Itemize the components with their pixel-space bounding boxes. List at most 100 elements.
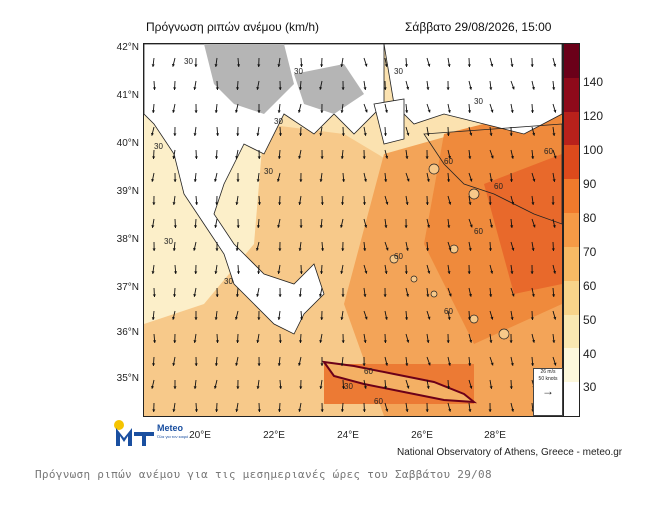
wind-arrow-head bbox=[468, 202, 472, 205]
wind-arrow-head bbox=[510, 271, 514, 274]
wind-arrow-head bbox=[150, 132, 154, 136]
contour-label: 30 bbox=[264, 167, 273, 176]
wind-arrow-head bbox=[173, 340, 177, 343]
reference-vector-box: 26 m/s 50 knots → bbox=[533, 368, 563, 416]
wind-arrow-head bbox=[172, 363, 176, 366]
wind-arrow-head bbox=[362, 409, 366, 412]
wind-arrow-head bbox=[341, 294, 345, 297]
wind-arrow-head bbox=[364, 109, 368, 113]
mountain-area-2 bbox=[294, 64, 364, 114]
wind-arrow-head bbox=[426, 87, 430, 90]
wind-arrow-head bbox=[447, 109, 451, 113]
wind-arrow-head bbox=[489, 224, 493, 228]
legend-swatch bbox=[564, 77, 579, 113]
wind-arrow-head bbox=[552, 340, 556, 343]
wind-arrow-head bbox=[488, 202, 492, 205]
wind-arrow-head bbox=[553, 270, 557, 274]
forecast-datetime: Σάββατο 29/08/2026, 15:00 bbox=[405, 20, 552, 34]
legend-swatch bbox=[564, 44, 579, 79]
wind-arrow-head bbox=[277, 156, 281, 159]
wind-arrow-head bbox=[257, 156, 261, 159]
wind-arrow-head bbox=[511, 293, 515, 297]
wind-arrow-head bbox=[340, 409, 344, 412]
wind-arrow-head bbox=[299, 133, 303, 136]
wind-arrow-head bbox=[384, 316, 388, 320]
wind-arrow-head bbox=[236, 386, 240, 389]
wind-arrow-head bbox=[468, 293, 472, 297]
wind-arrow-head bbox=[152, 87, 156, 90]
wind-arrow-head bbox=[364, 63, 368, 67]
wind-arrow-head bbox=[383, 87, 387, 90]
wind-arrow-head bbox=[321, 248, 325, 251]
wind-arrow-head bbox=[257, 317, 261, 320]
wind-arrow-head bbox=[299, 271, 303, 274]
wind-arrow-head bbox=[151, 110, 155, 113]
wind-arrow-head bbox=[319, 340, 323, 343]
wind-arrow-head bbox=[172, 156, 176, 159]
wind-arrow-head bbox=[172, 409, 176, 412]
wind-arrow-head bbox=[277, 224, 281, 228]
wind-arrow-head bbox=[215, 248, 219, 251]
wind-arrow-head bbox=[384, 271, 388, 274]
wind-arrow-head bbox=[173, 87, 177, 90]
wind-arrow-head bbox=[489, 294, 493, 297]
wind-arrow-head bbox=[173, 386, 177, 389]
wind-arrow-head bbox=[151, 385, 155, 389]
wind-arrow-head bbox=[215, 409, 219, 412]
contour-label: 30 bbox=[294, 67, 303, 76]
wind-arrow-head bbox=[194, 110, 198, 113]
wind-arrow-head bbox=[384, 225, 388, 228]
mountain-area bbox=[204, 44, 294, 114]
wind-arrow-head bbox=[510, 110, 514, 113]
wind-arrow-head bbox=[340, 110, 344, 113]
wind-arrow-head bbox=[298, 87, 302, 90]
wind-arrow-head bbox=[467, 271, 471, 274]
wind-arrow-head bbox=[447, 64, 451, 67]
wind-arrow-head bbox=[468, 156, 472, 159]
wind-arrow-head bbox=[447, 271, 451, 274]
legend-swatch bbox=[564, 314, 579, 349]
contour-label: 30 bbox=[184, 57, 193, 66]
wind-arrow-head bbox=[530, 110, 534, 113]
wind-arrow-head bbox=[234, 316, 238, 320]
wind-arrow-head bbox=[297, 109, 301, 113]
wind-arrow-head bbox=[551, 202, 555, 205]
wind-arrow-head bbox=[427, 224, 431, 228]
wind-arrow-head bbox=[553, 362, 557, 366]
wind-arrow-head bbox=[509, 340, 513, 343]
wind-arrow-head bbox=[319, 133, 323, 136]
wind-arrow-head bbox=[468, 110, 472, 113]
wind-arrow-head bbox=[469, 339, 473, 343]
legend-swatch bbox=[564, 213, 579, 248]
wind-arrow-head bbox=[488, 409, 492, 412]
lat-tick-38: 38°N bbox=[116, 234, 139, 245]
wind-arrow-head bbox=[152, 409, 156, 412]
contour-label: 30 bbox=[164, 237, 173, 246]
wind-arrow-head bbox=[490, 155, 494, 159]
lat-tick-35: 35°N bbox=[116, 373, 139, 384]
wind-arrow-head bbox=[151, 225, 155, 228]
wind-arrow-head bbox=[193, 87, 197, 90]
legend-label-50: 50 bbox=[583, 313, 597, 327]
contour-label: 60 bbox=[544, 147, 553, 156]
contour-label: 60 bbox=[374, 397, 383, 406]
wind-arrow-head bbox=[278, 409, 282, 412]
credit-text: National Observatory of Athens, Greece -… bbox=[397, 447, 623, 458]
wind-arrow-head bbox=[363, 178, 367, 182]
legend-label-100: 100 bbox=[583, 143, 604, 157]
wind-arrow-head bbox=[362, 156, 366, 159]
wind-arrow-head bbox=[509, 386, 513, 389]
lat-tick-37: 37°N bbox=[116, 282, 139, 293]
wind-arrow-head bbox=[278, 202, 282, 205]
wind-arrow-head bbox=[236, 340, 240, 343]
wind-arrow-head bbox=[448, 293, 452, 297]
map-title: Πρόγνωση ριπών ανέμου (km/h) bbox=[146, 20, 320, 34]
wind-arrow-head bbox=[531, 202, 535, 205]
wind-arrow-head bbox=[237, 64, 241, 67]
wind-arrow-head bbox=[215, 340, 219, 343]
wind-arrow-head bbox=[236, 133, 240, 136]
wind-arrow-head bbox=[341, 133, 345, 136]
wind-arrow-head bbox=[215, 202, 219, 205]
wind-arrow-head bbox=[340, 64, 344, 67]
wind-arrow-head bbox=[173, 294, 177, 297]
